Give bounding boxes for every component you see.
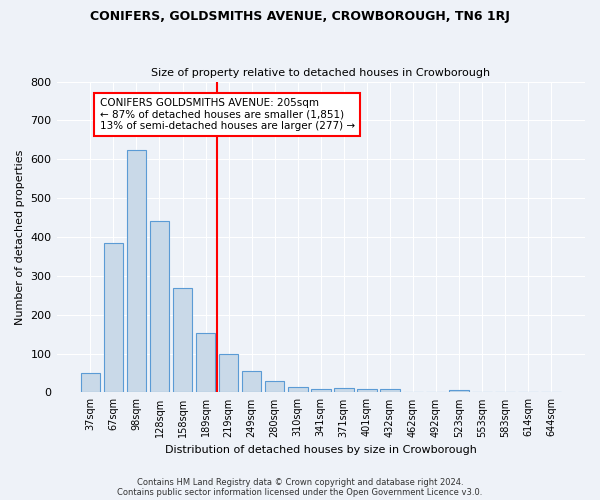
Y-axis label: Number of detached properties: Number of detached properties <box>15 150 25 324</box>
Bar <box>149 222 169 392</box>
Bar <box>80 373 100 392</box>
Bar <box>449 390 469 392</box>
Bar <box>288 386 308 392</box>
Bar <box>219 354 238 393</box>
Bar <box>311 388 331 392</box>
Bar <box>127 150 146 392</box>
X-axis label: Distribution of detached houses by size in Crowborough: Distribution of detached houses by size … <box>165 445 477 455</box>
Title: Size of property relative to detached houses in Crowborough: Size of property relative to detached ho… <box>151 68 490 78</box>
Bar <box>334 388 353 392</box>
Bar <box>380 390 400 392</box>
Bar <box>173 288 193 393</box>
Text: CONIFERS GOLDSMITHS AVENUE: 205sqm
← 87% of detached houses are smaller (1,851)
: CONIFERS GOLDSMITHS AVENUE: 205sqm ← 87%… <box>100 98 355 131</box>
Bar <box>357 388 377 392</box>
Text: Contains HM Land Registry data © Crown copyright and database right 2024.
Contai: Contains HM Land Registry data © Crown c… <box>118 478 482 497</box>
Bar <box>242 371 262 392</box>
Bar <box>196 334 215 392</box>
Text: CONIFERS, GOLDSMITHS AVENUE, CROWBOROUGH, TN6 1RJ: CONIFERS, GOLDSMITHS AVENUE, CROWBOROUGH… <box>90 10 510 23</box>
Bar <box>104 243 123 392</box>
Bar <box>265 381 284 392</box>
